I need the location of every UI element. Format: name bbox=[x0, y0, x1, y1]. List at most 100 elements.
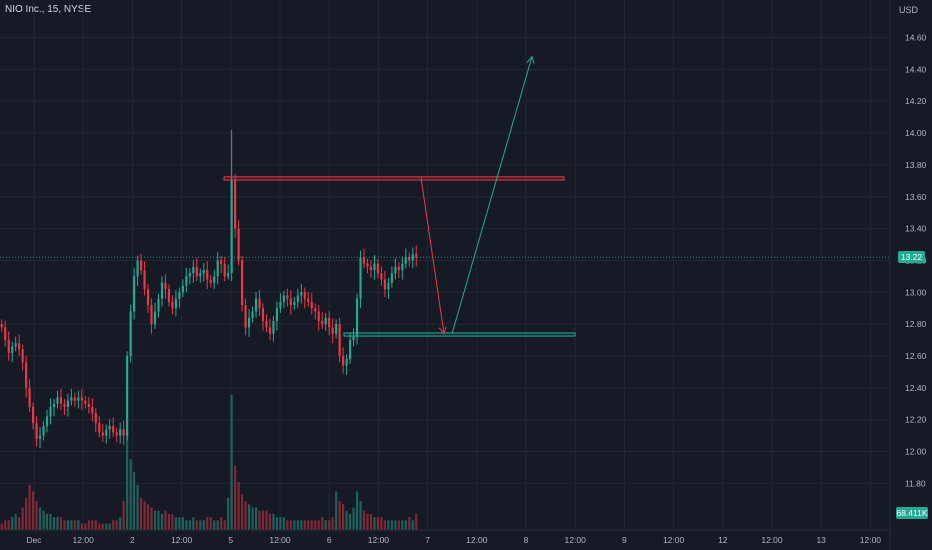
price-axis[interactable]: 14.6014.4014.2014.0013.8013.6013.4013.20… bbox=[889, 0, 927, 550]
candle-body bbox=[303, 292, 306, 299]
candle-body bbox=[279, 301, 282, 309]
volume-bar bbox=[331, 517, 334, 530]
volume-bar bbox=[293, 520, 296, 530]
volume-bar bbox=[199, 520, 202, 530]
volume-bar bbox=[45, 513, 49, 530]
candle-body bbox=[359, 257, 362, 299]
volume-bar bbox=[307, 520, 310, 530]
time-tick-label: 12:00 bbox=[565, 535, 587, 545]
chart-grid bbox=[0, 0, 890, 530]
volume-bar bbox=[289, 520, 292, 530]
candle-body bbox=[139, 260, 143, 271]
candle-body bbox=[282, 295, 285, 302]
candle-body bbox=[18, 343, 21, 350]
candle-body bbox=[59, 397, 63, 404]
volume-bar bbox=[73, 520, 76, 530]
volume-bar bbox=[272, 513, 275, 530]
candle-body bbox=[164, 282, 167, 290]
candle-body bbox=[119, 429, 122, 436]
volume-bar bbox=[310, 520, 313, 530]
volume-bar bbox=[251, 507, 254, 530]
volume-bar bbox=[275, 517, 279, 530]
chart-annotations bbox=[0, 55, 890, 337]
candle-body bbox=[324, 317, 327, 325]
volume-bar bbox=[296, 520, 299, 530]
time-tick-label: 12:00 bbox=[761, 535, 783, 545]
time-tick-label: 6 bbox=[327, 535, 332, 545]
price-tick-label: 12.00 bbox=[905, 447, 927, 457]
volume-bar bbox=[247, 504, 251, 530]
last-volume-label: 68.411K bbox=[896, 507, 928, 519]
volume-bar bbox=[390, 520, 393, 530]
candle-body bbox=[91, 406, 94, 414]
volume-bar bbox=[404, 520, 407, 530]
volume-bar bbox=[408, 517, 411, 530]
volume-bar bbox=[216, 520, 219, 530]
candle-body bbox=[213, 276, 216, 283]
volume-bar bbox=[324, 520, 327, 530]
time-axis[interactable]: Dec 12:00 2 12:00 5 12:00 6 12:00 7 12:00 8 12:00 9 1… bbox=[0, 529, 890, 545]
candle-body bbox=[404, 257, 407, 264]
candle-body bbox=[338, 324, 341, 356]
volume-bar bbox=[335, 491, 338, 530]
price-tick-label: 12.60 bbox=[905, 351, 927, 361]
volume-bar bbox=[359, 501, 362, 530]
volume-bar bbox=[157, 510, 160, 530]
candle-body bbox=[45, 416, 49, 427]
time-tick-label: 5 bbox=[228, 535, 233, 545]
volume-bar bbox=[87, 520, 90, 530]
volume-bar bbox=[415, 513, 418, 530]
volume-bar bbox=[220, 517, 223, 530]
price-tick-label: 11.80 bbox=[905, 478, 926, 488]
volume-bar bbox=[397, 520, 400, 530]
volume-bar bbox=[42, 510, 45, 530]
volume-bar bbox=[80, 523, 83, 530]
candle-body bbox=[136, 260, 139, 277]
candle-body bbox=[387, 282, 390, 290]
resistance-zone bbox=[223, 176, 565, 181]
volume-bar bbox=[108, 523, 111, 530]
volume-bar bbox=[338, 501, 341, 530]
volume-bar bbox=[258, 510, 261, 530]
volume-bar bbox=[56, 517, 59, 530]
candle-body bbox=[11, 346, 14, 353]
price-tick-label: 13.60 bbox=[905, 192, 927, 202]
price-tick-label: 13.80 bbox=[905, 160, 927, 170]
candle-body bbox=[25, 362, 28, 388]
candle-body bbox=[310, 301, 313, 309]
volume-bar bbox=[213, 520, 216, 530]
volume-bar bbox=[160, 513, 164, 530]
volume-bar bbox=[35, 501, 38, 530]
volume-bar bbox=[49, 513, 52, 530]
candle-body bbox=[174, 298, 177, 309]
price-tick-label: 14.40 bbox=[905, 64, 927, 74]
time-tick-label: Dec bbox=[26, 535, 42, 545]
volume-bar bbox=[321, 517, 324, 530]
volume-bar bbox=[70, 520, 73, 530]
candle-body bbox=[254, 298, 258, 312]
volume-bar bbox=[91, 520, 94, 530]
volume-bar bbox=[112, 520, 115, 530]
time-tick-label: 2 bbox=[130, 535, 135, 545]
volume-bar bbox=[282, 517, 285, 530]
projection-up-arrowhead bbox=[526, 55, 535, 64]
candle-body bbox=[234, 180, 237, 229]
candle-body bbox=[230, 180, 233, 274]
candle-body bbox=[153, 311, 157, 325]
candle-body bbox=[390, 273, 393, 283]
candle-body bbox=[335, 324, 338, 334]
volume-bar bbox=[0, 523, 3, 530]
chart-title: NIO Inc., 15, NYSE bbox=[5, 4, 92, 15]
candle-body bbox=[80, 397, 83, 401]
projection-down-arrowhead bbox=[438, 326, 447, 335]
candle-body bbox=[115, 432, 118, 436]
candle-body bbox=[181, 285, 184, 293]
candle-body bbox=[373, 263, 376, 271]
volume-bar bbox=[234, 465, 237, 530]
candle-body bbox=[383, 279, 386, 290]
volume-bar bbox=[14, 513, 17, 530]
volume-bar bbox=[94, 520, 97, 530]
candle-body bbox=[380, 273, 383, 280]
volume-bar bbox=[401, 520, 404, 530]
